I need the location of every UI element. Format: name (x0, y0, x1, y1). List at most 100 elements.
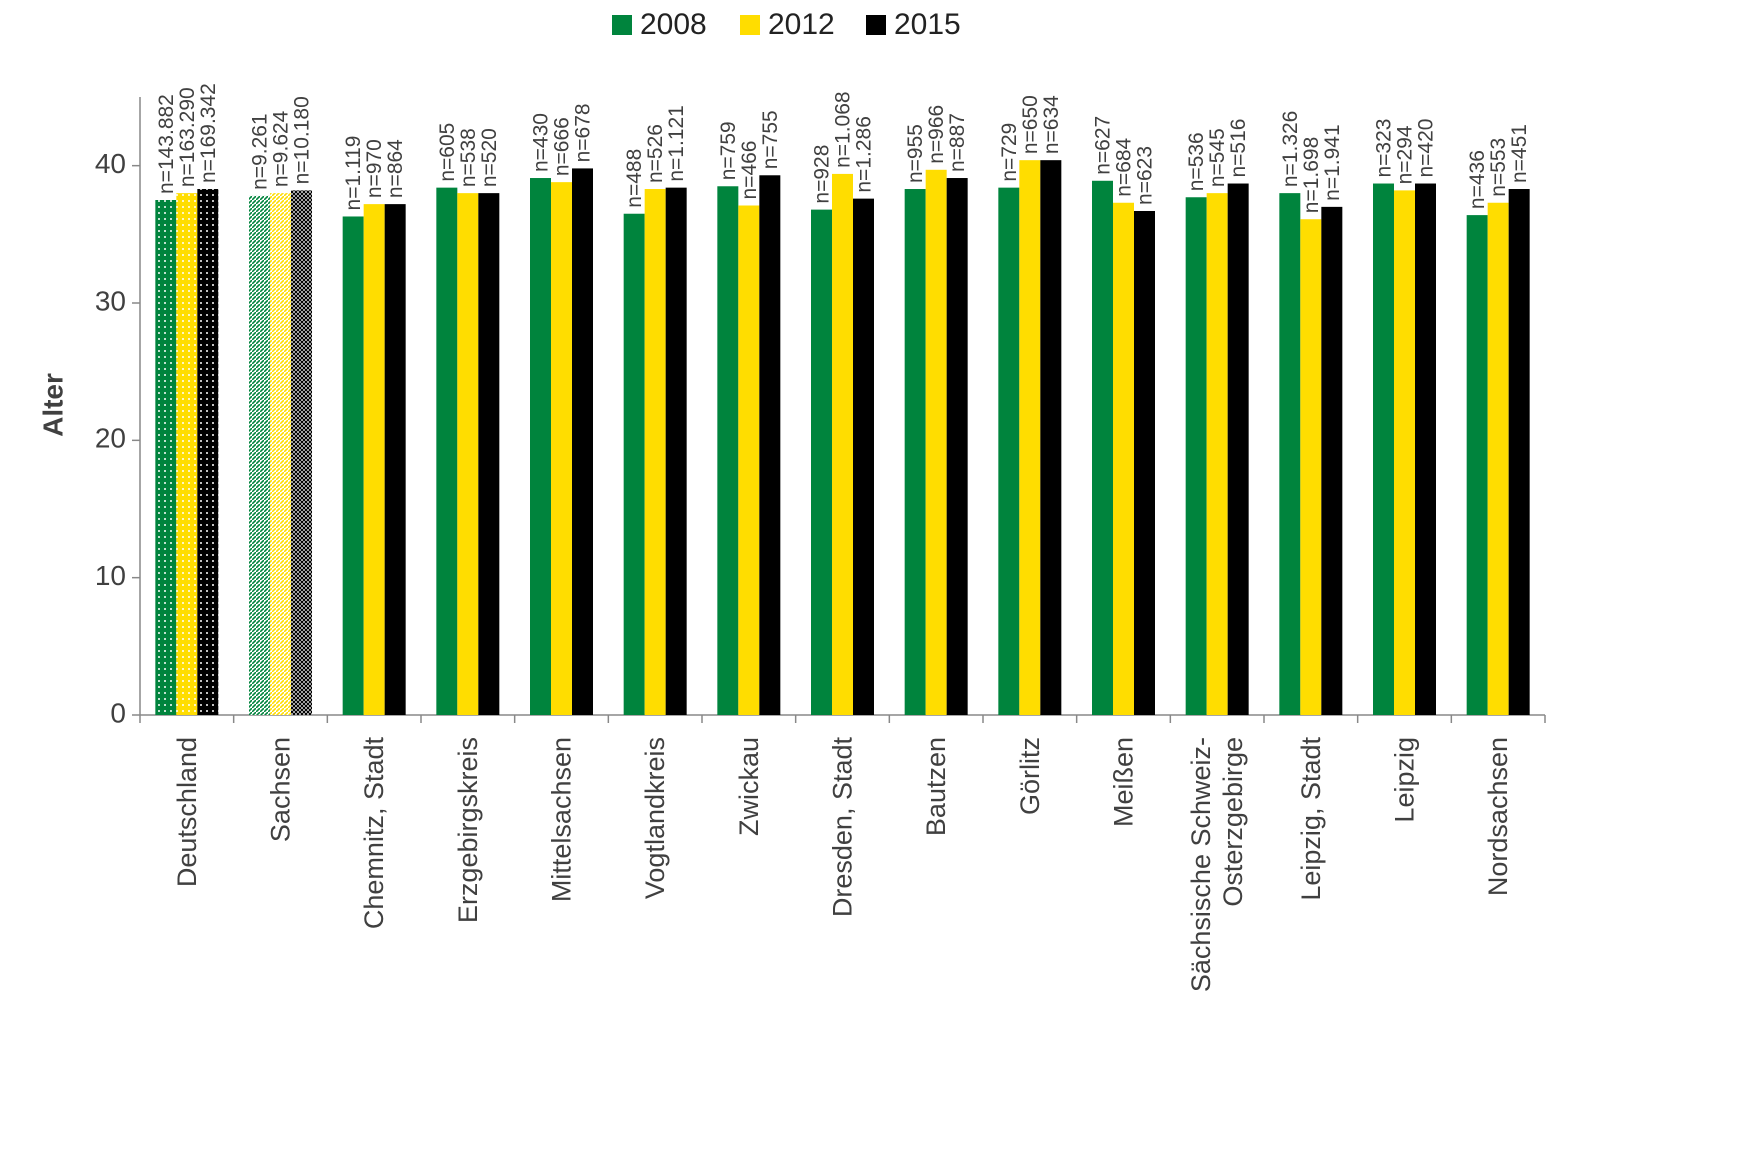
legend-label: 2012 (768, 8, 835, 41)
legend-swatch (866, 15, 886, 35)
bar (249, 195, 270, 715)
n-label: n=729 (998, 123, 1021, 182)
n-label: n=759 (717, 121, 740, 180)
bar (363, 204, 385, 715)
x-tick-label: Sächsische Schweiz-Osterzgebirge (1186, 737, 1248, 992)
bar (572, 168, 593, 715)
n-label: n=1.119 (342, 136, 365, 211)
bar (197, 189, 219, 716)
n-label: n=678 (572, 103, 595, 162)
bar (270, 193, 291, 716)
bar (1134, 210, 1155, 715)
legend-swatch (612, 15, 632, 35)
x-tick-label: Bautzen (921, 737, 951, 836)
n-label: n=323 (1373, 119, 1396, 178)
bar (1019, 160, 1041, 715)
bar (530, 178, 551, 715)
bar (155, 200, 177, 715)
bar (1508, 189, 1530, 716)
legend-label: 2008 (640, 8, 707, 41)
y-axis-title: Alter (37, 373, 68, 437)
bar (1373, 183, 1394, 715)
bar (1466, 215, 1488, 715)
bar (1279, 193, 1301, 716)
n-label: n=163.290 (176, 87, 199, 187)
n-label: n=520 (478, 128, 501, 187)
x-tick-label: Chemnitz, Stadt (359, 737, 389, 930)
legend-swatch (740, 15, 760, 35)
x-tick-label: Vogtlandkreis (640, 737, 670, 899)
y-tick-label: 30 (95, 285, 126, 316)
bar (551, 182, 572, 715)
n-label: n=887 (946, 113, 969, 172)
bar (1040, 160, 1062, 715)
n-label: n=634 (1040, 95, 1063, 154)
bar (1394, 190, 1415, 716)
bar (1113, 202, 1134, 715)
n-label: n=627 (1092, 116, 1115, 175)
n-label: n=1.698 (1300, 137, 1323, 214)
n-label: n=436 (1466, 150, 1489, 209)
n-label: n=1.286 (853, 116, 876, 193)
n-label: n=623 (1134, 146, 1157, 205)
n-label: n=9.624 (270, 110, 293, 187)
bar (644, 189, 666, 716)
n-label: n=966 (925, 105, 948, 164)
bar (1185, 197, 1207, 716)
x-tick-label: Sachsen (266, 737, 296, 842)
n-label: n=970 (363, 139, 386, 198)
bar (1092, 180, 1113, 716)
n-label: n=553 (1487, 138, 1510, 197)
n-label: n=684 (1113, 137, 1136, 196)
n-label: n=536 (1185, 132, 1208, 191)
x-tick-label: Görlitz (1015, 737, 1045, 815)
bar (478, 193, 500, 716)
n-label: n=516 (1227, 119, 1250, 178)
n-label: n=9.261 (249, 113, 272, 190)
x-tick-label: Dresden, Stadt (828, 737, 858, 918)
y-tick-label: 40 (95, 148, 126, 179)
n-label: n=488 (623, 149, 646, 208)
n-label: n=10.180 (291, 96, 314, 184)
x-tick-label: Zwickau (734, 737, 764, 836)
bar (811, 209, 832, 715)
x-tick-label: Meißen (1109, 737, 1139, 827)
n-label: n=928 (811, 145, 834, 204)
bar (853, 198, 874, 716)
x-tick-label: Mittelsachsen (547, 737, 577, 902)
n-label: n=451 (1508, 124, 1531, 183)
legend-label: 2015 (894, 8, 961, 41)
bar (759, 175, 781, 715)
y-tick-label: 0 (110, 697, 126, 728)
bar (925, 169, 947, 715)
x-tick-label: Leipzig, Stadt (1296, 737, 1326, 901)
x-tick-label: Deutschland (172, 737, 202, 887)
bar (904, 189, 926, 716)
bar (291, 190, 312, 716)
n-label: n=864 (384, 139, 407, 198)
x-tick-label: Erzgebirgskreis (453, 737, 483, 923)
bar (832, 173, 853, 715)
n-label: n=1.121 (665, 105, 688, 182)
n-label: n=545 (1206, 128, 1229, 187)
bar (436, 187, 458, 715)
bar (1321, 206, 1343, 715)
n-label: n=538 (457, 128, 480, 187)
y-tick-label: 20 (95, 423, 126, 454)
n-label: n=466 (738, 141, 761, 200)
bar (623, 213, 645, 715)
bar (342, 216, 364, 716)
n-label: n=294 (1394, 125, 1417, 184)
bar (384, 204, 406, 715)
n-label: n=1.941 (1321, 124, 1344, 201)
n-label: n=605 (436, 123, 459, 182)
bar (1227, 183, 1249, 715)
bar (738, 205, 760, 715)
n-label: n=955 (904, 124, 927, 183)
n-label: n=430 (530, 113, 553, 172)
bar (1206, 193, 1228, 716)
x-tick-label: Nordsachsen (1483, 737, 1513, 896)
bar (1300, 219, 1322, 715)
bar (665, 187, 687, 715)
